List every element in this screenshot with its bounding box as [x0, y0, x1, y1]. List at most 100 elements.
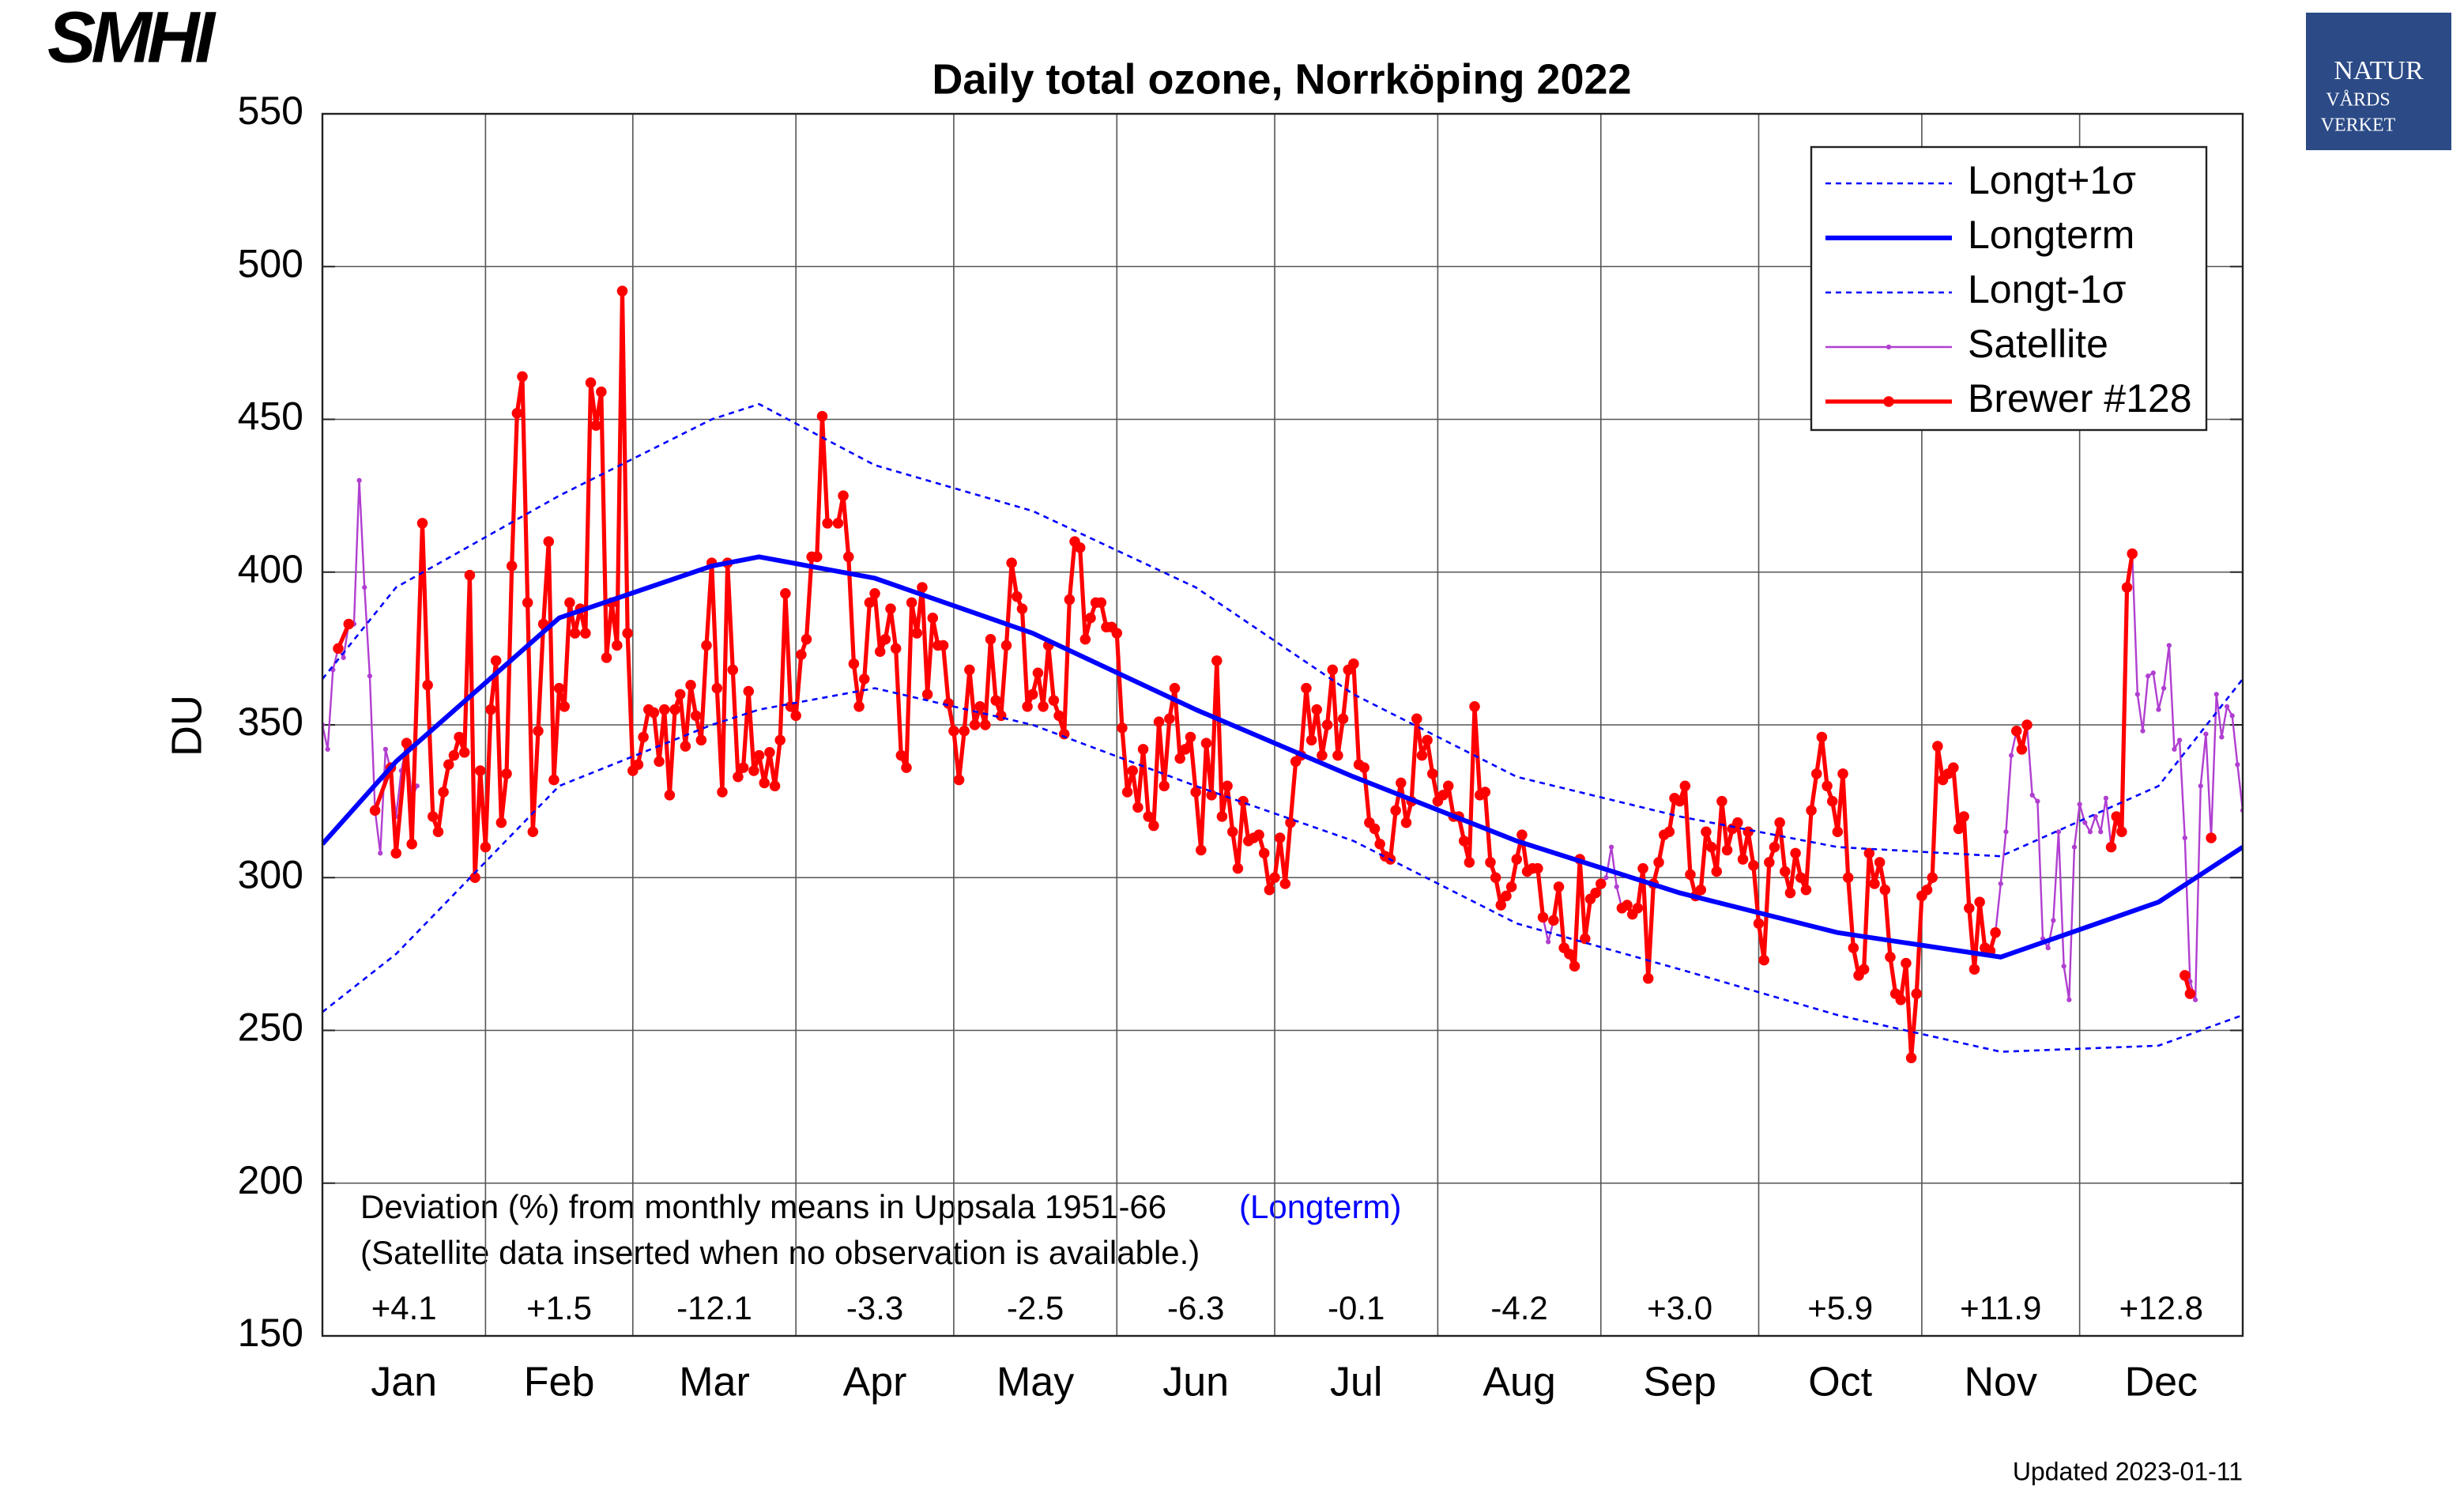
series-marker [378, 851, 383, 856]
series-group [322, 285, 2243, 1064]
deviation-label: +11.9 [1960, 1289, 2041, 1326]
series-marker [527, 826, 539, 838]
series-marker [1653, 857, 1664, 868]
series-marker [717, 787, 728, 798]
series-marker [985, 634, 997, 645]
legend-marker [1886, 344, 1892, 350]
series-marker [1701, 826, 1712, 838]
series-marker [2003, 829, 2009, 835]
series-marker [341, 655, 346, 661]
series-marker [564, 597, 575, 609]
legend-label: Brewer #128 [1968, 376, 2192, 421]
series-marker [1422, 734, 1433, 746]
series-marker [969, 719, 981, 730]
series-marker [1285, 817, 1296, 828]
series-marker [601, 652, 612, 663]
legend-label: Longt-1σ [1968, 267, 2127, 311]
deviation-label: +5.9 [1807, 1289, 1873, 1326]
series-marker [2127, 548, 2138, 560]
series-marker [1159, 780, 1170, 792]
series-marker [664, 790, 676, 801]
series-marker [1117, 722, 1128, 734]
series-marker [1795, 872, 1807, 884]
series-marker [2116, 826, 2127, 838]
series-marker [1685, 869, 1696, 881]
series-marker [382, 746, 389, 753]
deviation-label: -2.5 [1007, 1289, 1064, 1326]
series-marker [333, 643, 344, 655]
x-tick-label: Dec [2125, 1360, 2198, 1405]
series-marker [911, 628, 923, 639]
series-marker [1169, 682, 1181, 694]
series-marker [622, 628, 633, 639]
series-marker [1826, 795, 1838, 807]
series-marker [1222, 780, 1233, 792]
series-marker [356, 477, 362, 483]
series-marker [790, 710, 801, 722]
series-marker [511, 408, 523, 419]
series-marker [485, 704, 496, 715]
series-marker [1469, 701, 1480, 712]
series-marker [1458, 836, 1470, 847]
series-marker [1537, 911, 1549, 923]
note: (Satellite data inserted when no observa… [360, 1234, 1200, 1271]
series-marker [1153, 716, 1165, 727]
series-marker [2219, 734, 2225, 740]
series-marker [443, 759, 454, 771]
series-marker [414, 783, 420, 789]
series-marker [548, 774, 559, 786]
series-marker [727, 664, 739, 676]
legend-label: Longterm [1968, 213, 2134, 257]
series-marker [2051, 918, 2056, 923]
series-marker [1200, 738, 1212, 749]
series-marker [953, 774, 965, 786]
series-marker [1022, 701, 1033, 712]
series-marker [1085, 612, 1096, 624]
deviation-label: -6.3 [1167, 1289, 1224, 1326]
series-marker [737, 762, 749, 773]
note: Deviation (%) from monthly means in Upps… [360, 1188, 1166, 1225]
series-marker [1000, 639, 1012, 651]
series-marker [858, 673, 870, 685]
series-marker [1232, 862, 1244, 874]
x-tick-label: Aug [1483, 1360, 1556, 1405]
series-marker [1317, 749, 1328, 761]
series-marker [1358, 762, 1370, 773]
series-marker [1848, 942, 1859, 953]
series-marker [569, 628, 581, 639]
series-marker [1321, 719, 1333, 730]
series-marker [2103, 795, 2109, 801]
y-tick-label: 500 [238, 241, 303, 285]
series-marker [974, 701, 985, 712]
series-marker [1426, 768, 1438, 779]
series-marker [2055, 829, 2062, 835]
series-marker [1608, 844, 1614, 850]
series-marker [1258, 847, 1270, 859]
chart-title: Daily total ozone, Norrköping 2022 [932, 55, 1631, 103]
series-marker [1780, 866, 1791, 877]
series-marker [1279, 878, 1291, 889]
series-marker [2087, 829, 2093, 835]
series-marker [1495, 900, 1507, 911]
series-marker [842, 551, 854, 563]
series-marker [1969, 964, 1980, 975]
series-marker [2045, 945, 2051, 951]
series-marker [1637, 862, 1648, 874]
series-marker [1596, 878, 1607, 889]
series-marker [733, 771, 744, 783]
series-marker [959, 725, 970, 737]
smhi-logo: SMHI [47, 0, 217, 77]
series-marker [553, 682, 565, 694]
x-tick-label: Oct [1808, 1360, 1872, 1405]
series-marker [438, 787, 449, 798]
series-marker [1546, 939, 1551, 945]
series-marker [1416, 749, 1428, 761]
series-marker [612, 639, 623, 651]
series-marker [1569, 960, 1581, 972]
series-marker [1305, 734, 1317, 746]
note-longterm: (Longterm) [1239, 1188, 1401, 1225]
series-marker [1127, 765, 1139, 776]
series-marker [1948, 762, 1959, 773]
deviation-label: +12.8 [2119, 1289, 2203, 1326]
series-marker [948, 725, 959, 737]
